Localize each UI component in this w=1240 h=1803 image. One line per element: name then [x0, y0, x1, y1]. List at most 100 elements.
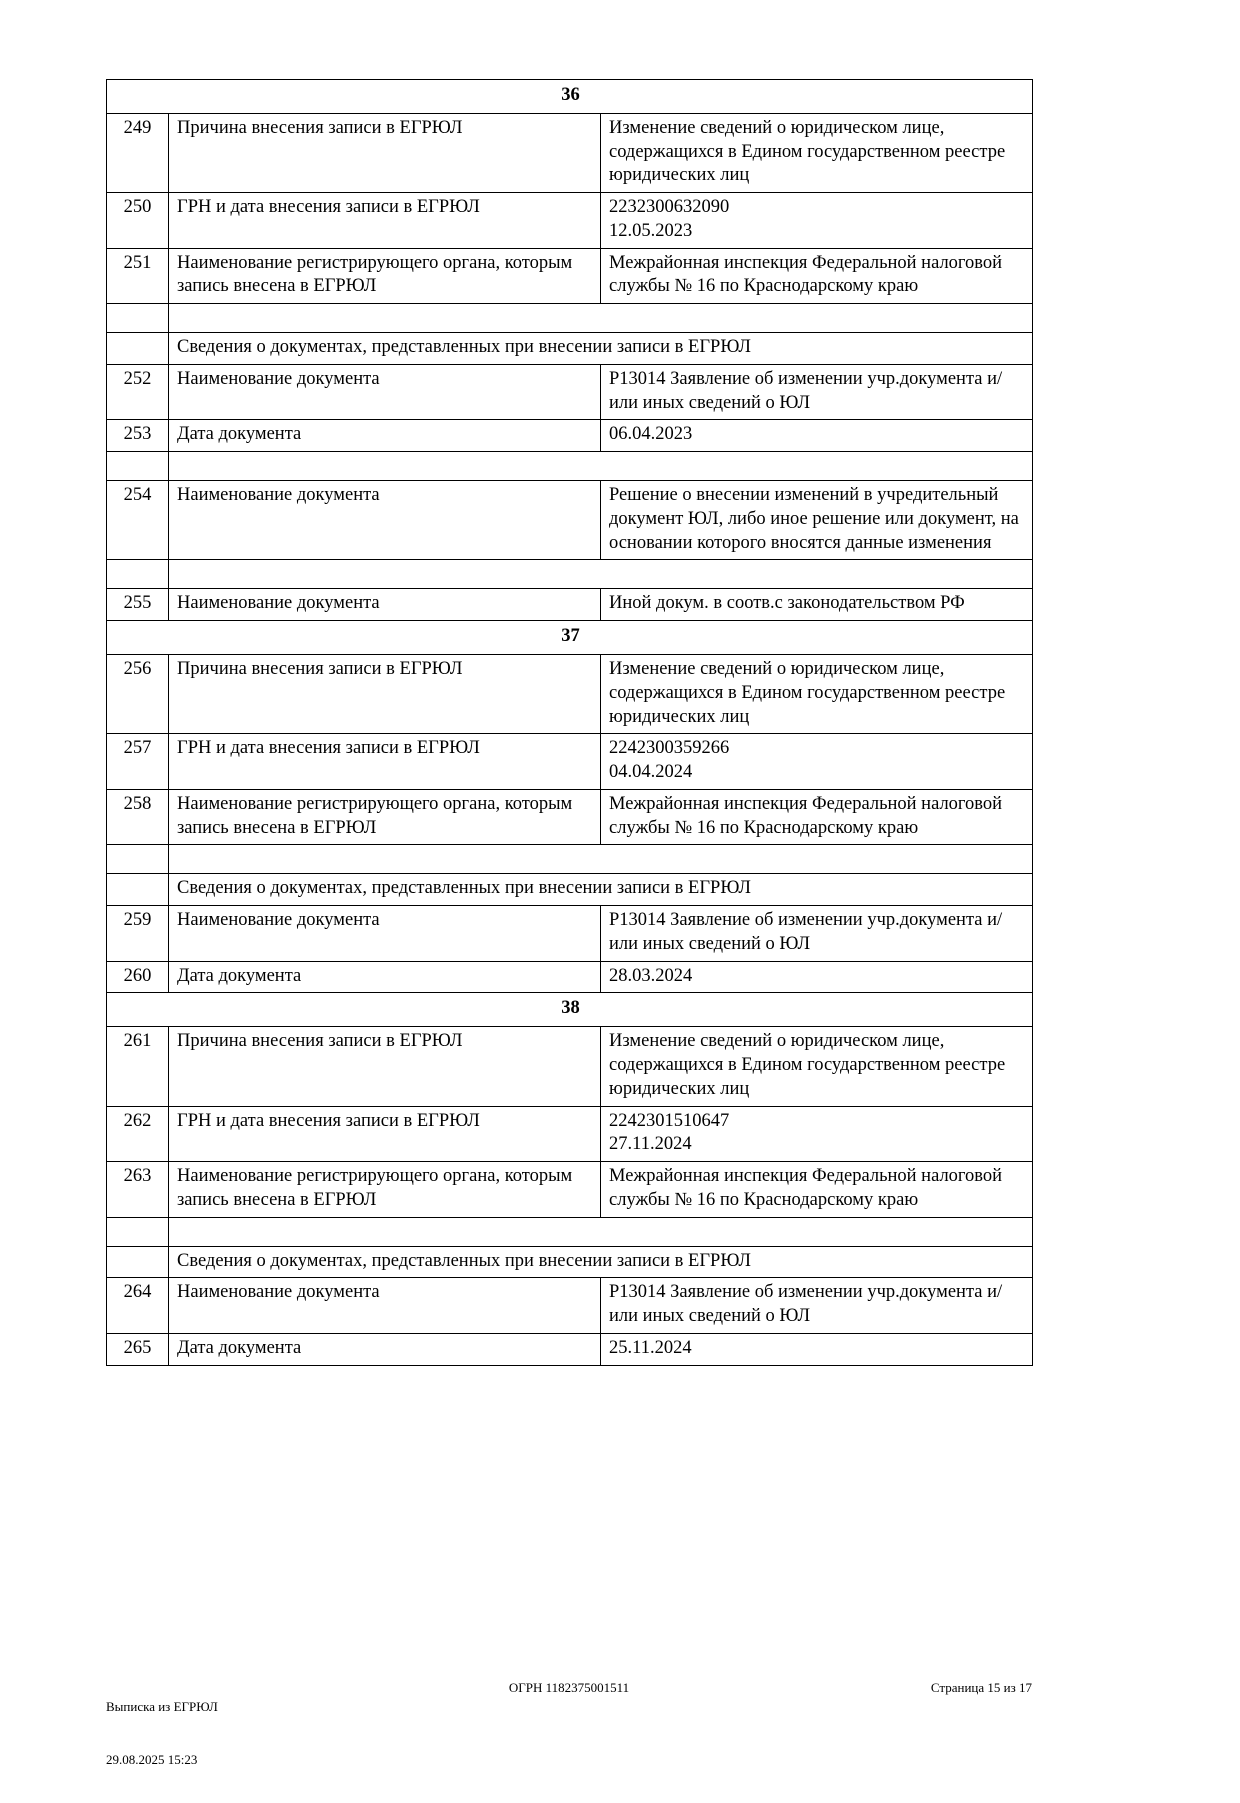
table-row: 250 ГРН и дата внесения записи в ЕГРЮЛ 223… — [106, 192, 1034, 249]
row-number: 254 — [106, 480, 169, 561]
row-value: Р13014 Заявление об изменении учр.докуме… — [599, 1277, 1034, 1334]
row-label: ГРН и дата внесения записи в ЕГРЮЛ — [168, 1105, 601, 1163]
row-label: Наименование регистрирующего органа, кот… — [168, 788, 601, 846]
row-value: Иной докум. в соотв.с законодательством … — [599, 588, 1034, 622]
spacer-row — [106, 559, 1034, 590]
row-value: 06.04.2023 — [599, 419, 1034, 453]
table-row: 261 Причина внесения записи в ЕГРЮЛ Измене… — [106, 1026, 1034, 1107]
spacer-cell-body — [167, 844, 1034, 875]
row-label: Причина внесения записи в ЕГРЮЛ — [168, 112, 601, 194]
row-value: 25.11.2024 — [599, 1332, 1034, 1366]
value-line: Изменение сведений о юридическом лице, с… — [609, 117, 1010, 186]
row-number: 260 — [106, 960, 169, 994]
row-number: 264 — [106, 1277, 169, 1334]
value-line: Решение о внесении изменений в учредител… — [609, 485, 1024, 553]
value-line: 06.04.2023 — [609, 424, 693, 445]
row-value: 2232300632090 12.05.2023 — [599, 192, 1034, 249]
row-label: Наименование регистрирующего органа, кот… — [168, 1161, 601, 1218]
row-label: ГРН и дата внесения записи в ЕГРЮЛ — [168, 733, 601, 790]
table-body: 36 249 Причина внесения записи в ЕГРЮЛ Изме… — [105, 79, 1034, 1366]
spacer-cell-num — [106, 303, 169, 334]
value-line: Иной докум. в соотв.с законодательством … — [609, 593, 965, 614]
table-row: 263 Наименование регистрирующего органа, … — [106, 1161, 1034, 1218]
value-line: 27.11.2024 — [609, 1134, 692, 1155]
documents-subheader-row: Сведения о документах, представленных пр… — [106, 332, 1034, 365]
footer-left-block: Выписка из ЕГРЮЛ 29.08.2025 15:23 — [106, 1663, 218, 1803]
subheader-num-cell — [106, 1245, 169, 1279]
spacer-cell-num — [106, 559, 169, 590]
footer-doc-title: Выписка из ЕГРЮЛ — [106, 1699, 218, 1715]
value-line: Изменение сведений о юридическом лице, с… — [609, 659, 1010, 727]
section-header-row: 38 — [105, 992, 1034, 1028]
row-value: Р13014 Заявление об изменении учр.докуме… — [599, 905, 1034, 962]
row-value: Изменение сведений о юридическом лице, с… — [599, 1026, 1034, 1107]
spacer-cell-body — [167, 1216, 1034, 1247]
row-value: Межрайонная инспекция Федеральной налого… — [599, 1161, 1034, 1218]
row-number: 251 — [106, 247, 169, 305]
table-row: 265 Дата документа 25.11.2024 — [106, 1332, 1034, 1366]
subheader-num-cell — [106, 873, 169, 907]
spacer-cell-body — [167, 451, 1034, 482]
row-value: 2242300359266 04.04.2024 — [599, 733, 1034, 790]
table-row: 259 Наименование документа Р13014 Заявлени… — [106, 905, 1034, 962]
section-header-row: 37 — [105, 620, 1034, 656]
footer-ogrn: ОГРН 1182375001511 — [508, 1680, 630, 1695]
spacer-row — [106, 844, 1034, 875]
spacer-row — [106, 303, 1034, 334]
row-number: 249 — [106, 112, 169, 194]
value-line: 2232300632090 — [609, 197, 730, 218]
row-label: Дата документа — [168, 1332, 601, 1366]
section-header-row: 36 — [105, 79, 1034, 114]
document-page: 36 249 Причина внесения записи в ЕГРЮЛ Изме… — [105, 79, 1034, 1767]
table-row: 264 Наименование документа Р13014 Заявлени… — [106, 1277, 1034, 1334]
row-value: Изменение сведений о юридическом лице, с… — [599, 654, 1034, 735]
row-label: Дата документа — [168, 419, 601, 453]
table-row: 262 ГРН и дата внесения записи в ЕГРЮЛ 224… — [106, 1105, 1034, 1163]
row-label: Наименование документа — [168, 1277, 601, 1334]
table-row: 256 Причина внесения записи в ЕГРЮЛ Измене… — [106, 654, 1034, 735]
row-number: 263 — [106, 1161, 169, 1218]
row-value: Межрайонная инспекция Федеральной налого… — [599, 788, 1034, 846]
value-line: Р13014 Заявление об изменении учр.докуме… — [609, 368, 1003, 413]
value-line: 25.11.2024 — [609, 1337, 692, 1358]
row-label: ГРН и дата внесения записи в ЕГРЮЛ — [168, 192, 601, 249]
documents-subheader-row: Сведения о документах, представленных пр… — [106, 873, 1034, 907]
value-line: Межрайонная инспекция Федеральной налого… — [609, 793, 1007, 838]
table-row: 258 Наименование регистрирующего органа, … — [106, 788, 1034, 846]
row-label: Наименование документа — [168, 363, 601, 421]
value-line: Межрайонная инспекция Федеральной налого… — [609, 1166, 1007, 1210]
row-number: 258 — [106, 788, 169, 846]
value-line: 12.05.2023 — [609, 220, 693, 241]
section-number: 36 — [105, 79, 1034, 114]
spacer-row — [106, 1216, 1034, 1247]
value-line: Межрайонная инспекция Федеральной налого… — [609, 252, 1007, 297]
value-line: 2242301510647 — [609, 1110, 730, 1131]
spacer-cell-num — [106, 1216, 169, 1247]
row-label: Причина внесения записи в ЕГРЮЛ — [168, 654, 601, 735]
documents-subheader-row: Сведения о документах, представленных пр… — [106, 1245, 1034, 1279]
table-row: 252 Наименование документа Р13014 Заявлени… — [106, 363, 1034, 421]
row-number: 256 — [106, 654, 169, 735]
page-footer: Выписка из ЕГРЮЛ 29.08.2025 15:23 ОГРН 1… — [106, 1663, 1032, 1803]
table-row: 260 Дата документа 28.03.2024 — [106, 960, 1034, 994]
row-label: Наименование документа — [168, 588, 601, 622]
value-line: Р13014 Заявление об изменении учр.докуме… — [609, 910, 1003, 954]
table-row: 253 Дата документа 06.04.2023 — [106, 419, 1034, 453]
row-value: Изменение сведений о юридическом лице, с… — [599, 112, 1034, 194]
row-number: 259 — [106, 905, 169, 962]
table-row: 251 Наименование регистрирующего органа, … — [106, 247, 1034, 305]
spacer-row — [106, 451, 1034, 482]
documents-subheader-text: Сведения о документах, представленных пр… — [167, 332, 1034, 365]
documents-subheader-text: Сведения о документах, представленных пр… — [167, 873, 1034, 907]
row-number: 253 — [106, 419, 169, 453]
value-line: Изменение сведений о юридическом лице, с… — [609, 1031, 1010, 1099]
row-number: 262 — [106, 1105, 169, 1163]
row-label: Наименование регистрирующего органа, кот… — [168, 247, 601, 305]
row-number: 252 — [106, 363, 169, 421]
egrul-records-table: 36 249 Причина внесения записи в ЕГРЮЛ Изме… — [105, 79, 1034, 1366]
spacer-cell-body — [167, 559, 1034, 590]
row-value: Р13014 Заявление об изменении учр.докуме… — [599, 363, 1034, 421]
row-label: Дата документа — [168, 960, 601, 994]
spacer-cell-num — [106, 451, 169, 482]
spacer-cell-num — [106, 844, 169, 875]
